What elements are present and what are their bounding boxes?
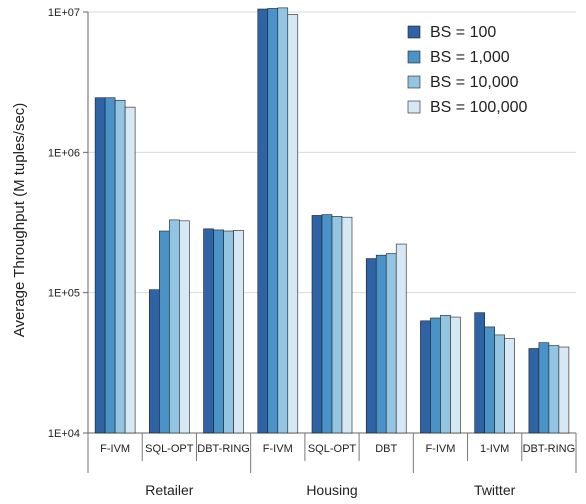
bar <box>223 230 234 434</box>
y-tick-label: 1E+06 <box>48 147 80 159</box>
y-tick-label: 1E+05 <box>48 288 80 300</box>
x-category-label: DBT-RING <box>197 443 250 455</box>
legend-label: BS = 1,000 <box>430 49 510 66</box>
bar <box>159 230 170 434</box>
bar <box>331 216 343 434</box>
bar <box>104 97 116 434</box>
bar <box>385 253 397 434</box>
x-category-label: SQL-OPT <box>308 443 357 455</box>
legend-swatch <box>407 50 421 64</box>
bar <box>341 216 353 434</box>
x-category-label: F-IVM <box>425 443 455 455</box>
bar <box>440 314 451 434</box>
bar <box>149 289 160 434</box>
bar <box>375 254 387 434</box>
bar <box>474 312 485 434</box>
bar <box>430 317 441 434</box>
legend-swatch <box>407 75 421 89</box>
x-category-label: DBT <box>375 443 397 455</box>
bar <box>203 228 214 434</box>
x-category-label: 1-IVM <box>480 443 509 455</box>
bar <box>94 97 106 434</box>
bar <box>538 342 550 434</box>
legend-label: BS = 100 <box>430 24 496 41</box>
legend-swatch <box>407 25 421 39</box>
y-tick-label: 1E+04 <box>48 428 80 440</box>
bar <box>548 345 560 434</box>
bar <box>257 8 269 434</box>
bar <box>558 346 570 434</box>
y-tick-label: 1E+07 <box>48 7 80 19</box>
bar <box>124 106 136 434</box>
bar <box>528 348 540 434</box>
legend-label: BS = 100,000 <box>430 99 528 116</box>
bar <box>233 230 244 434</box>
bar <box>287 14 299 434</box>
legend-label: BS = 10,000 <box>430 74 519 91</box>
bar <box>395 243 407 434</box>
bar <box>114 99 126 434</box>
x-category-label: F-IVM <box>100 443 130 455</box>
bar <box>169 219 180 434</box>
bar <box>179 220 190 434</box>
x-category-label: DBT-RING <box>523 443 576 455</box>
bar <box>213 229 224 434</box>
x-group-label: Retailer <box>145 482 194 498</box>
bar <box>420 320 431 434</box>
bar <box>365 258 377 434</box>
bar <box>277 7 289 434</box>
y-axis-title: Average Throughput (M tuples/sec) <box>11 103 28 338</box>
legend-swatch <box>407 100 421 114</box>
bar <box>321 214 333 434</box>
bar <box>484 326 495 434</box>
x-group-label: Housing <box>306 482 357 498</box>
x-category-label: F-IVM <box>263 443 293 455</box>
x-group-label: Twitter <box>474 482 516 498</box>
bar <box>267 8 279 434</box>
bar <box>450 316 461 434</box>
bar <box>504 338 515 434</box>
x-category-label: SQL-OPT <box>145 443 194 455</box>
bar <box>494 334 505 434</box>
bar <box>311 215 323 434</box>
